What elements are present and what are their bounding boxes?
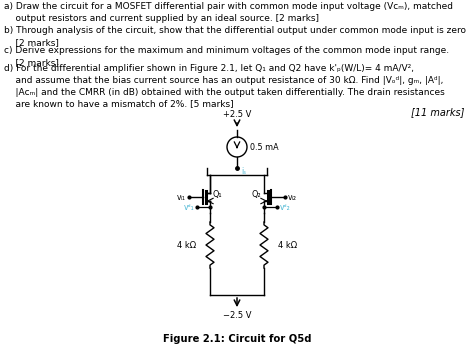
Text: vᵈ₁: vᵈ₁ bbox=[183, 203, 194, 211]
Text: −2.5 V: −2.5 V bbox=[223, 311, 251, 320]
Text: c) Derive expressions for the maximum and minimum voltages of the common mode in: c) Derive expressions for the maximum an… bbox=[4, 46, 449, 67]
Text: Q₁: Q₁ bbox=[213, 190, 223, 199]
Text: b) Through analysis of the circuit, show that the differential output under comm: b) Through analysis of the circuit, show… bbox=[4, 26, 466, 47]
Text: vᵈ₂: vᵈ₂ bbox=[280, 203, 291, 211]
Text: [11 marks]: [11 marks] bbox=[410, 107, 464, 117]
Text: d) For the differential amplifier shown in Figure 2.1, let Q₁ and Q2 have k'ₚ(W/: d) For the differential amplifier shown … bbox=[4, 64, 445, 108]
Text: Q₂: Q₂ bbox=[251, 190, 261, 199]
Text: 4 kΩ: 4 kΩ bbox=[278, 240, 297, 250]
Text: vᵢ₁: vᵢ₁ bbox=[177, 193, 186, 202]
Text: iₛ: iₛ bbox=[241, 167, 246, 176]
Text: +2.5 V: +2.5 V bbox=[223, 110, 251, 119]
Text: 0.5 mA: 0.5 mA bbox=[250, 142, 279, 152]
Text: vᵢ₂: vᵢ₂ bbox=[288, 193, 297, 202]
Text: Figure 2.1: Circuit for Q5d: Figure 2.1: Circuit for Q5d bbox=[163, 334, 311, 344]
Text: a) Draw the circuit for a MOSFET differential pair with common mode input voltag: a) Draw the circuit for a MOSFET differe… bbox=[4, 2, 453, 23]
Text: 4 kΩ: 4 kΩ bbox=[177, 240, 196, 250]
